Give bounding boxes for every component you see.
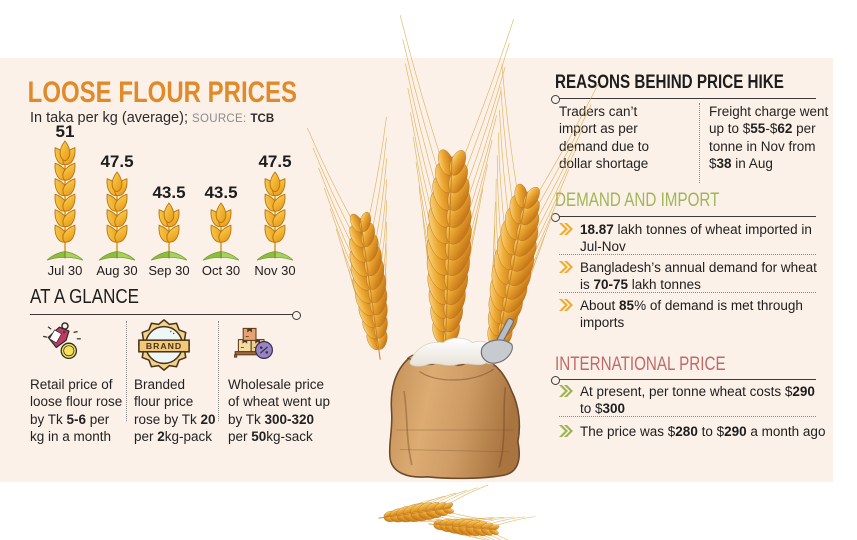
svg-text:BRAND: BRAND [146,341,182,351]
